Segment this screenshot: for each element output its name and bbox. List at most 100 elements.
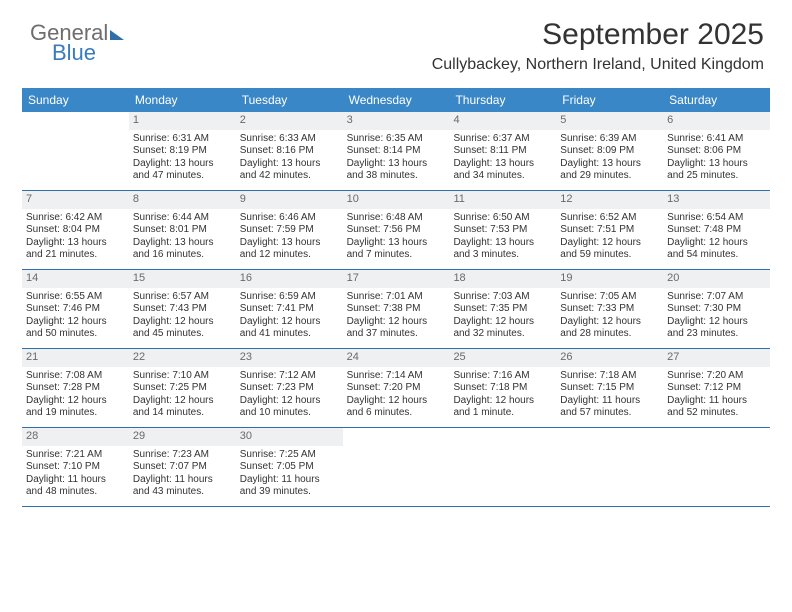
calendar-cell: 19Sunrise: 7:05 AMSunset: 7:33 PMDayligh… <box>556 270 663 348</box>
sunrise-line: Sunrise: 6:35 AM <box>347 133 446 146</box>
sunrise-line: Sunrise: 7:05 AM <box>560 291 659 304</box>
calendar-cell: 1Sunrise: 6:31 AMSunset: 8:19 PMDaylight… <box>129 112 236 190</box>
daylight-line-1: Daylight: 12 hours <box>26 395 125 408</box>
daylight-line-2: and 10 minutes. <box>240 407 339 420</box>
daylight-line-2: and 3 minutes. <box>453 249 552 262</box>
calendar-cell: 8Sunrise: 6:44 AMSunset: 8:01 PMDaylight… <box>129 191 236 269</box>
calendar-cell: 10Sunrise: 6:48 AMSunset: 7:56 PMDayligh… <box>343 191 450 269</box>
sunrise-line: Sunrise: 6:48 AM <box>347 212 446 225</box>
sunrise-line: Sunrise: 6:57 AM <box>133 291 232 304</box>
sunset-line: Sunset: 8:19 PM <box>133 145 232 158</box>
sunrise-line: Sunrise: 7:18 AM <box>560 370 659 383</box>
sunset-line: Sunset: 7:38 PM <box>347 303 446 316</box>
daylight-line-1: Daylight: 13 hours <box>26 237 125 250</box>
daylight-line-2: and 19 minutes. <box>26 407 125 420</box>
sunset-line: Sunset: 7:10 PM <box>26 461 125 474</box>
day-number: 26 <box>556 349 663 367</box>
daylight-line-2: and 34 minutes. <box>453 170 552 183</box>
daylight-line-2: and 59 minutes. <box>560 249 659 262</box>
daylight-line-1: Daylight: 11 hours <box>240 474 339 487</box>
day-number: 4 <box>449 112 556 130</box>
day-number: 21 <box>22 349 129 367</box>
daylight-line-2: and 39 minutes. <box>240 486 339 499</box>
sunset-line: Sunset: 7:41 PM <box>240 303 339 316</box>
sunrise-line: Sunrise: 6:55 AM <box>26 291 125 304</box>
calendar-cell: 23Sunrise: 7:12 AMSunset: 7:23 PMDayligh… <box>236 349 343 427</box>
day-number: 13 <box>663 191 770 209</box>
calendar-cell: 17Sunrise: 7:01 AMSunset: 7:38 PMDayligh… <box>343 270 450 348</box>
daylight-line-1: Daylight: 11 hours <box>26 474 125 487</box>
sunrise-line: Sunrise: 7:14 AM <box>347 370 446 383</box>
day-number: 9 <box>236 191 343 209</box>
day-number: 14 <box>22 270 129 288</box>
day-number: 22 <box>129 349 236 367</box>
calendar-cell: 20Sunrise: 7:07 AMSunset: 7:30 PMDayligh… <box>663 270 770 348</box>
day-number: 8 <box>129 191 236 209</box>
day-number: 10 <box>343 191 450 209</box>
daylight-line-1: Daylight: 12 hours <box>667 237 766 250</box>
sunset-line: Sunset: 7:25 PM <box>133 382 232 395</box>
sunrise-line: Sunrise: 6:37 AM <box>453 133 552 146</box>
daylight-line-1: Daylight: 12 hours <box>560 237 659 250</box>
calendar-cell: 3Sunrise: 6:35 AMSunset: 8:14 PMDaylight… <box>343 112 450 190</box>
daylight-line-1: Daylight: 13 hours <box>560 158 659 171</box>
calendar-cell: 21Sunrise: 7:08 AMSunset: 7:28 PMDayligh… <box>22 349 129 427</box>
daylight-line-2: and 45 minutes. <box>133 328 232 341</box>
daylight-line-2: and 28 minutes. <box>560 328 659 341</box>
day-number: 18 <box>449 270 556 288</box>
calendar-cell: 12Sunrise: 6:52 AMSunset: 7:51 PMDayligh… <box>556 191 663 269</box>
calendar-cell <box>663 428 770 506</box>
sunset-line: Sunset: 7:23 PM <box>240 382 339 395</box>
sunset-line: Sunset: 7:51 PM <box>560 224 659 237</box>
day-number: 19 <box>556 270 663 288</box>
day-number: 17 <box>343 270 450 288</box>
daylight-line-2: and 37 minutes. <box>347 328 446 341</box>
calendar-week-row: 21Sunrise: 7:08 AMSunset: 7:28 PMDayligh… <box>22 349 770 428</box>
calendar-cell: 15Sunrise: 6:57 AMSunset: 7:43 PMDayligh… <box>129 270 236 348</box>
daylight-line-2: and 7 minutes. <box>347 249 446 262</box>
daylight-line-2: and 1 minute. <box>453 407 552 420</box>
calendar-cell: 28Sunrise: 7:21 AMSunset: 7:10 PMDayligh… <box>22 428 129 506</box>
daylight-line-1: Daylight: 13 hours <box>240 237 339 250</box>
sunrise-line: Sunrise: 6:33 AM <box>240 133 339 146</box>
sunrise-line: Sunrise: 6:54 AM <box>667 212 766 225</box>
sunrise-line: Sunrise: 6:52 AM <box>560 212 659 225</box>
daylight-line-1: Daylight: 12 hours <box>133 316 232 329</box>
sunrise-line: Sunrise: 7:20 AM <box>667 370 766 383</box>
sunset-line: Sunset: 7:05 PM <box>240 461 339 474</box>
day-header: Thursday <box>449 88 556 112</box>
daylight-line-1: Daylight: 12 hours <box>453 395 552 408</box>
day-number: 25 <box>449 349 556 367</box>
sunset-line: Sunset: 7:12 PM <box>667 382 766 395</box>
calendar-cell: 16Sunrise: 6:59 AMSunset: 7:41 PMDayligh… <box>236 270 343 348</box>
day-number: 16 <box>236 270 343 288</box>
sunset-line: Sunset: 8:16 PM <box>240 145 339 158</box>
calendar-cell: 30Sunrise: 7:25 AMSunset: 7:05 PMDayligh… <box>236 428 343 506</box>
daylight-line-2: and 14 minutes. <box>133 407 232 420</box>
sunset-line: Sunset: 8:11 PM <box>453 145 552 158</box>
daylight-line-2: and 57 minutes. <box>560 407 659 420</box>
daylight-line-1: Daylight: 12 hours <box>347 395 446 408</box>
daylight-line-1: Daylight: 11 hours <box>560 395 659 408</box>
day-number: 28 <box>22 428 129 446</box>
daylight-line-2: and 16 minutes. <box>133 249 232 262</box>
daylight-line-2: and 48 minutes. <box>26 486 125 499</box>
daylight-line-2: and 25 minutes. <box>667 170 766 183</box>
sunrise-line: Sunrise: 6:46 AM <box>240 212 339 225</box>
day-number: 1 <box>129 112 236 130</box>
day-number: 30 <box>236 428 343 446</box>
daylight-line-1: Daylight: 13 hours <box>453 158 552 171</box>
daylight-line-1: Daylight: 12 hours <box>347 316 446 329</box>
page-subtitle: Cullybackey, Northern Ireland, United Ki… <box>22 56 764 74</box>
calendar-cell: 29Sunrise: 7:23 AMSunset: 7:07 PMDayligh… <box>129 428 236 506</box>
daylight-line-1: Daylight: 13 hours <box>667 158 766 171</box>
sunset-line: Sunset: 7:35 PM <box>453 303 552 316</box>
sunrise-line: Sunrise: 6:59 AM <box>240 291 339 304</box>
sunset-line: Sunset: 7:59 PM <box>240 224 339 237</box>
sunrise-line: Sunrise: 7:07 AM <box>667 291 766 304</box>
daylight-line-1: Daylight: 13 hours <box>453 237 552 250</box>
sunset-line: Sunset: 8:09 PM <box>560 145 659 158</box>
calendar-week-row: 1Sunrise: 6:31 AMSunset: 8:19 PMDaylight… <box>22 112 770 191</box>
day-header: Friday <box>556 88 663 112</box>
calendar-cell: 25Sunrise: 7:16 AMSunset: 7:18 PMDayligh… <box>449 349 556 427</box>
